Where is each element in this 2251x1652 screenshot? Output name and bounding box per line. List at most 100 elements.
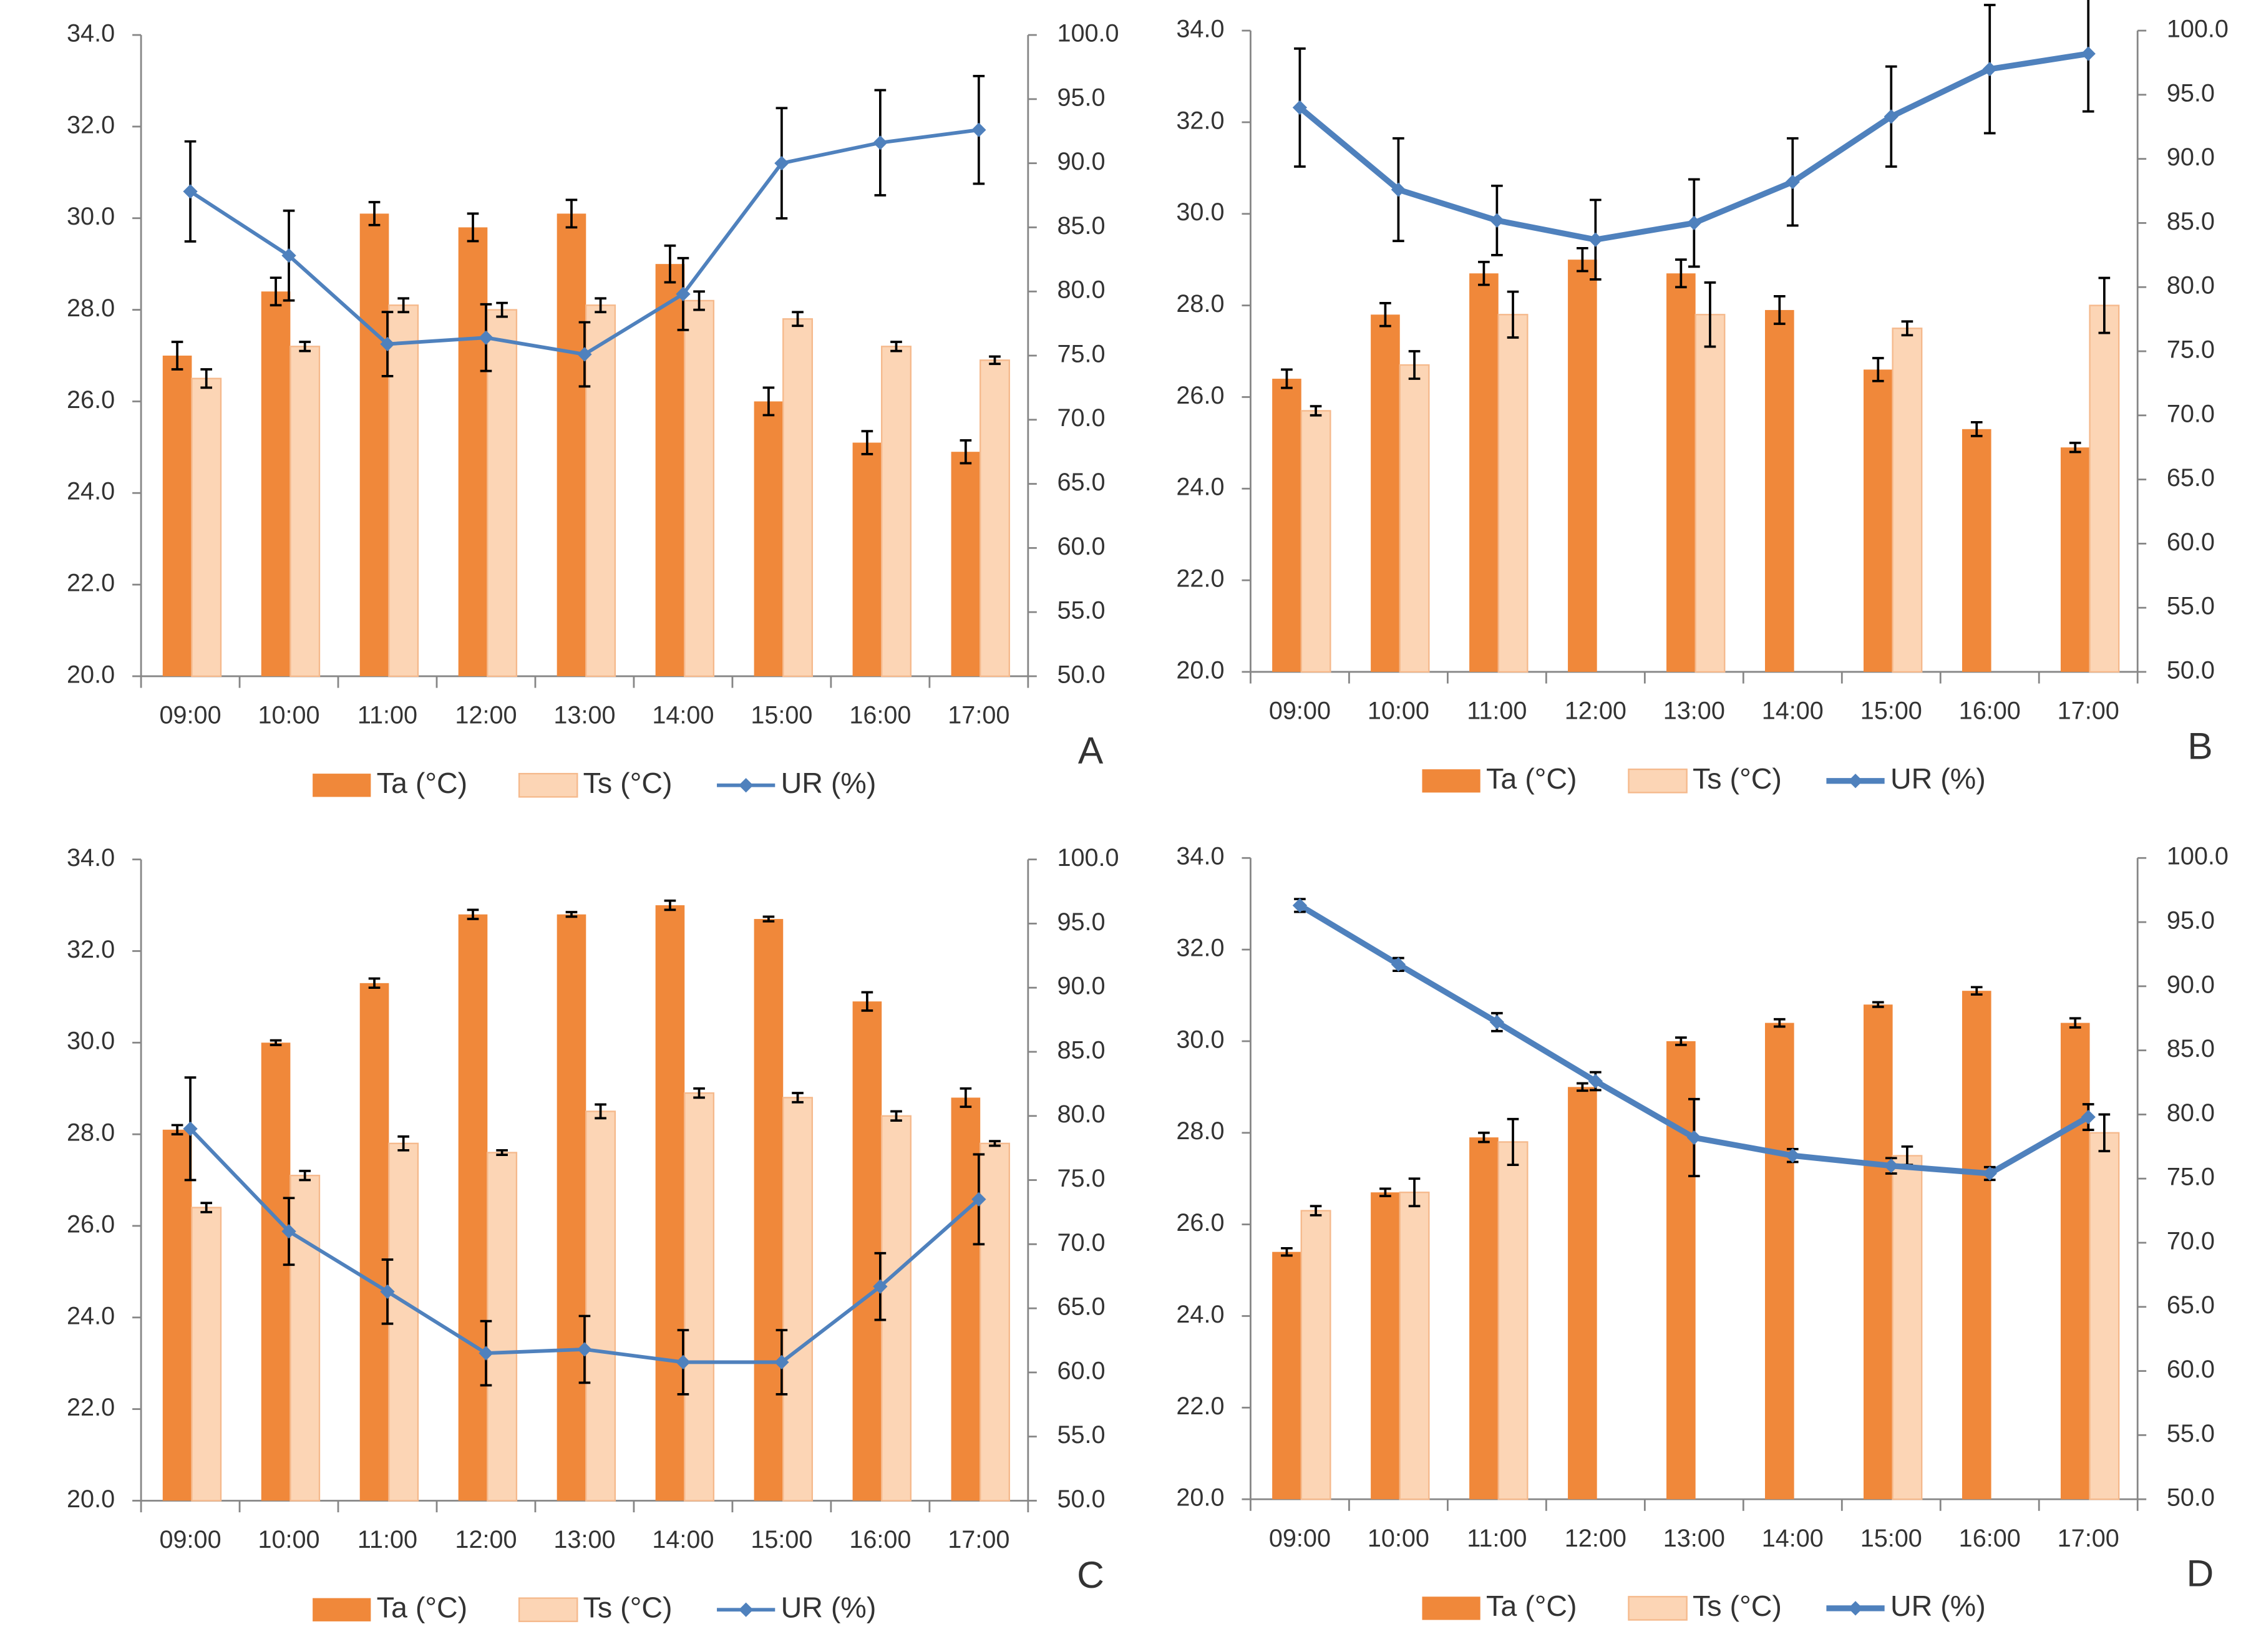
y-tick-label: 22.0 xyxy=(1176,565,1224,593)
x-tick-label: 17:00 xyxy=(948,702,1009,729)
legend-swatch xyxy=(313,774,371,797)
y2-tick-label: 60.0 xyxy=(1057,1357,1105,1384)
bar xyxy=(881,346,912,678)
y2-tick-label: 65.0 xyxy=(2167,1291,2215,1319)
bar xyxy=(1694,314,1726,673)
y2-tick-label: 90.0 xyxy=(1057,973,1105,1000)
legend-marker xyxy=(1848,774,1863,789)
error-bar xyxy=(890,341,902,352)
y2-tick-label: 85.0 xyxy=(2167,1035,2215,1062)
y-tick-label: 24.0 xyxy=(1176,474,1224,501)
x-tick-label: 17:00 xyxy=(2058,1525,2119,1552)
y2-tick-label: 60.0 xyxy=(1057,533,1105,560)
y2-tick-label: 75.0 xyxy=(2167,336,2215,363)
error-bar xyxy=(1310,405,1322,417)
panel-label: C xyxy=(1077,1553,1104,1596)
error-bar xyxy=(397,297,409,314)
x-tick-label: 10:00 xyxy=(1368,697,1429,725)
error-bar xyxy=(2069,1017,2081,1029)
bar xyxy=(655,905,685,1501)
bar xyxy=(1568,260,1597,672)
error-bar xyxy=(1675,258,1687,289)
legend-swatch xyxy=(518,1597,578,1623)
error-bar xyxy=(171,1124,183,1135)
bar xyxy=(852,442,882,676)
error-bar xyxy=(792,311,804,328)
error-bar xyxy=(762,915,775,923)
error-bar xyxy=(1507,290,1519,339)
bar xyxy=(1399,1192,1430,1500)
legend-label: Ts (°C) xyxy=(583,767,673,799)
x-tick-label: 09:00 xyxy=(160,1526,221,1553)
y-tick-label: 28.0 xyxy=(67,294,115,322)
y2-tick-label: 90.0 xyxy=(2167,143,2215,171)
y-tick-label: 30.0 xyxy=(1176,1026,1224,1053)
panel-label: A xyxy=(1078,729,1104,771)
bar xyxy=(388,1142,419,1502)
error-bar xyxy=(890,1110,902,1122)
error-bar xyxy=(1970,420,1983,437)
x-tick-label: 15:00 xyxy=(1860,697,1922,725)
error-bar xyxy=(368,201,381,226)
bar xyxy=(359,983,389,1501)
y-tick-label: 22.0 xyxy=(1176,1392,1224,1420)
y2-tick-label: 85.0 xyxy=(1057,212,1105,240)
legend-label: Ts (°C) xyxy=(1693,1590,1782,1622)
x-tick-label: 11:00 xyxy=(1467,697,1527,725)
y-tick-label: 34.0 xyxy=(1176,16,1224,43)
bar xyxy=(1272,1251,1301,1500)
bar xyxy=(1568,1087,1597,1500)
line-marker xyxy=(873,135,888,150)
error-bar xyxy=(496,301,508,318)
y-tick-label: 24.0 xyxy=(67,478,115,505)
bar xyxy=(557,914,586,1501)
bar xyxy=(1863,1004,1893,1500)
x-tick-label: 13:00 xyxy=(553,1526,615,1553)
line-marker xyxy=(971,1192,986,1207)
line-marker xyxy=(971,122,986,137)
error-bar xyxy=(2069,441,2081,454)
legend-swatch xyxy=(1628,1596,1688,1621)
legend-label: UR (%) xyxy=(781,1591,877,1624)
error-bar xyxy=(1577,246,1588,273)
error-bar xyxy=(1872,357,1884,382)
bar xyxy=(1962,991,1991,1500)
y2-tick-label: 80.0 xyxy=(1057,276,1105,304)
error-bar xyxy=(2098,276,2111,334)
error-bar xyxy=(1408,1177,1421,1208)
y2-tick-label: 90.0 xyxy=(1057,148,1105,175)
legend-label: UR (%) xyxy=(1890,1590,1986,1622)
line-marker xyxy=(774,1354,789,1370)
y2-tick-label: 50.0 xyxy=(2167,656,2215,684)
y-tick-label: 30.0 xyxy=(67,1028,115,1055)
y2-tick-label: 60.0 xyxy=(2167,1356,2215,1383)
bar xyxy=(585,304,616,678)
error-bar xyxy=(960,1087,972,1108)
y-tick-label: 32.0 xyxy=(67,111,115,138)
x-tick-label: 14:00 xyxy=(1762,1525,1824,1552)
legend-marker xyxy=(1848,1601,1863,1616)
y2-tick-label: 100.0 xyxy=(1057,20,1119,47)
error-bar xyxy=(368,977,381,989)
y-tick-label: 32.0 xyxy=(67,936,115,963)
x-tick-label: 11:00 xyxy=(357,1526,417,1553)
legend-swatch xyxy=(1422,769,1480,793)
x-tick-label: 13:00 xyxy=(1663,1525,1725,1552)
error-bar xyxy=(861,430,873,455)
x-tick-label: 09:00 xyxy=(1269,697,1331,725)
bar xyxy=(191,1207,222,1502)
y2-tick-label: 95.0 xyxy=(1057,908,1105,936)
line-marker xyxy=(1982,62,1997,77)
bar xyxy=(1469,1137,1499,1500)
legend-label: Ta (°C) xyxy=(377,1591,468,1624)
error-bar xyxy=(467,908,479,920)
x-tick-label: 12:00 xyxy=(1565,1525,1626,1552)
error-bar xyxy=(1478,1131,1490,1144)
line-marker xyxy=(577,347,592,362)
y-tick-label: 26.0 xyxy=(67,1210,115,1238)
x-tick-label: 10:00 xyxy=(1368,1525,1429,1552)
y-tick-label: 20.0 xyxy=(1176,656,1224,684)
bar xyxy=(980,359,1010,678)
error-bar xyxy=(565,198,578,229)
